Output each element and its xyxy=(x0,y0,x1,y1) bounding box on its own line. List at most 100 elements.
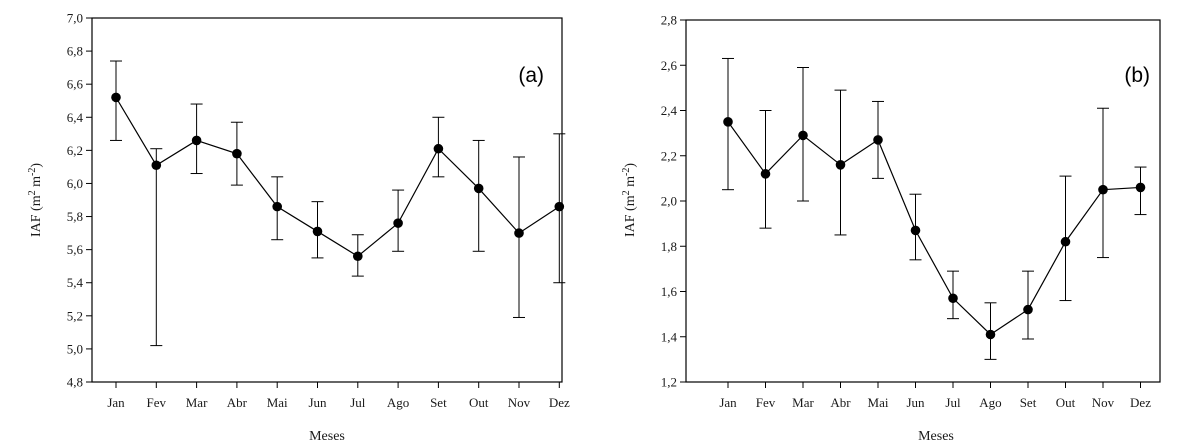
y-tick-label: 5,2 xyxy=(67,308,83,323)
x-tick-label: Fev xyxy=(147,395,167,410)
error-bars xyxy=(110,60,566,347)
data-point xyxy=(1023,304,1033,315)
y-tick-label: 6,6 xyxy=(67,77,84,92)
y-axis-title-text-3: ) xyxy=(623,163,638,168)
x-tick-label: Jun xyxy=(308,395,327,410)
chart-panel-b: 1,2 1,4 1,6 1,8 2,0 2,2 2,4 2,6 2,8 Jan Fev Mar Abr… xyxy=(621,13,1161,443)
x-tick-label: Out xyxy=(469,395,489,410)
y-axis-title-text-2: m xyxy=(29,176,44,191)
y-tick-label: 6,2 xyxy=(67,143,83,158)
y-axis-title: IAF (m2 m-2) xyxy=(27,163,44,237)
error-bar xyxy=(1097,107,1109,259)
y-tick-label: 5,4 xyxy=(67,275,84,290)
x-tick-label: Out xyxy=(1056,395,1076,410)
y-tick-label: 2,8 xyxy=(661,13,677,28)
panel-label: (a) xyxy=(518,64,544,87)
y-axis-title-text: IAF (m xyxy=(29,195,44,237)
data-point xyxy=(191,135,202,146)
y-tick-label: 6,0 xyxy=(67,176,83,191)
x-tick-label: Ago xyxy=(387,395,409,410)
y-tick-label: 2,2 xyxy=(661,148,677,163)
x-tick-label: Jan xyxy=(107,395,125,410)
data-point xyxy=(473,183,484,194)
x-tick-label: Mai xyxy=(868,395,889,410)
x-tick-label: Set xyxy=(430,395,447,410)
data-point xyxy=(232,148,242,159)
y-axis-title-sup-1: 2 xyxy=(621,190,632,195)
x-tick-label: Mar xyxy=(186,395,208,410)
error-bar xyxy=(472,139,485,252)
panel-label: (b) xyxy=(1124,64,1150,87)
y-axis-title-sup-1: 2 xyxy=(27,190,38,195)
y-axis: 1,2 1,4 1,6 1,8 2,0 2,2 2,4 2,6 2,8 xyxy=(661,13,686,390)
error-bar xyxy=(150,148,163,347)
x-tick-label: Abr xyxy=(830,395,851,410)
data-point xyxy=(835,160,846,170)
x-tick-label: Dez xyxy=(1130,395,1151,410)
y-tick-label: 1,2 xyxy=(661,375,677,390)
series-line-group xyxy=(727,121,1141,336)
data-point xyxy=(554,201,565,212)
y-tick-label: 5,6 xyxy=(67,242,84,257)
y-axis-title-text-3: ) xyxy=(29,163,44,168)
y-tick-label: 7,0 xyxy=(67,11,83,26)
y-tick-label: 6,4 xyxy=(67,110,84,125)
series-line-group xyxy=(115,97,560,257)
data-point xyxy=(873,135,883,145)
y-axis: 4,8 5,0 5,2 5,4 5,6 5,8 6,0 6,2 6,4 6,6 6,8 7,0 xyxy=(67,11,92,390)
y-tick-label: 5,0 xyxy=(67,341,83,356)
x-tick-label: Jul xyxy=(945,395,961,410)
y-tick-label: 2,6 xyxy=(661,58,678,73)
series-line xyxy=(727,121,1141,336)
x-tick-label: Abr xyxy=(227,395,248,410)
data-point xyxy=(948,293,958,304)
data-point xyxy=(151,160,162,171)
y-tick-label: 6,8 xyxy=(67,44,83,59)
y-axis-title: IAF (m2 m-2) xyxy=(621,163,638,237)
data-point xyxy=(111,92,121,103)
data-point xyxy=(760,169,771,179)
data-point xyxy=(1135,182,1146,193)
data-point xyxy=(312,226,323,237)
x-tick-label: Jul xyxy=(350,395,366,410)
series-line xyxy=(115,97,560,257)
y-axis-title-text: IAF (m xyxy=(623,195,638,237)
y-tick-label: 5,8 xyxy=(67,209,83,224)
data-points xyxy=(111,92,565,262)
y-axis-title-sup-2: -2 xyxy=(621,168,632,176)
x-tick-label: Ago xyxy=(979,395,1001,410)
chart-panel-a: 4,8 5,0 5,2 5,4 5,6 5,8 6,0 6,2 6,4 6,6 6,8 7,0 Jan… xyxy=(27,11,570,443)
data-point xyxy=(985,329,996,340)
x-axis-title: Meses xyxy=(309,429,345,443)
data-point xyxy=(393,218,403,228)
y-tick-label: 1,4 xyxy=(661,329,678,344)
y-tick-label: 2,4 xyxy=(661,103,678,118)
data-point xyxy=(723,117,733,127)
error-bars xyxy=(722,57,1147,360)
x-tick-label: Dez xyxy=(549,395,570,410)
y-tick-label: 1,6 xyxy=(661,284,678,299)
data-points xyxy=(723,117,1146,340)
y-axis-title-text-2: m xyxy=(623,176,638,191)
data-point xyxy=(1060,236,1071,247)
data-point xyxy=(272,201,283,212)
x-axis-title: Meses xyxy=(918,429,954,443)
plot-frame xyxy=(685,19,1161,383)
data-point xyxy=(353,251,363,262)
x-tick-label: Fev xyxy=(756,395,776,410)
x-tick-label: Nov xyxy=(1092,395,1115,410)
y-tick-label: 4,8 xyxy=(67,375,83,390)
data-point xyxy=(798,130,808,141)
y-tick-label: 2,0 xyxy=(661,194,677,209)
x-tick-label: Nov xyxy=(508,395,531,410)
x-tick-label: Jan xyxy=(719,395,737,410)
x-tick-label: Set xyxy=(1020,395,1037,410)
y-axis-title-sup-2: -2 xyxy=(27,168,38,176)
data-point xyxy=(433,143,444,154)
plot-frame xyxy=(91,17,563,383)
x-tick-label: Mar xyxy=(792,395,814,410)
y-tick-label: 1,8 xyxy=(661,239,677,254)
data-point xyxy=(1098,184,1108,195)
data-point xyxy=(910,225,921,236)
